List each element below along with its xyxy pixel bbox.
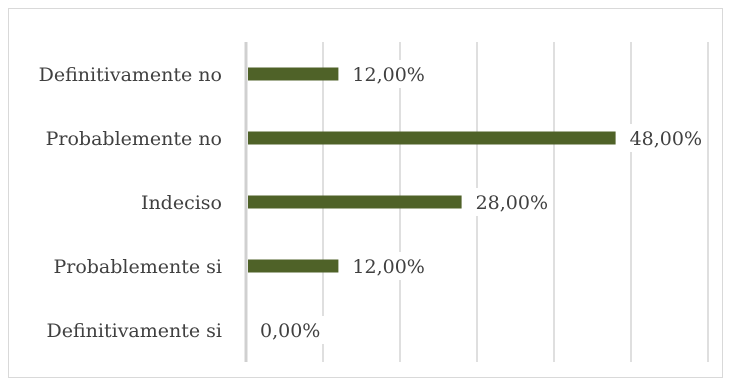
category-label: Probablemente no bbox=[46, 128, 222, 150]
data-label: 12,00% bbox=[352, 256, 424, 278]
data-label-backdrop bbox=[348, 252, 429, 280]
bar bbox=[248, 131, 616, 145]
data-label-backdrop bbox=[471, 188, 552, 216]
data-label-backdrop bbox=[625, 124, 706, 152]
category-label: Indeciso bbox=[141, 192, 222, 214]
category-label: Definitivamente si bbox=[47, 320, 222, 342]
data-label-backdrop bbox=[256, 316, 336, 344]
bar bbox=[248, 195, 462, 209]
category-label: Probablemente si bbox=[53, 256, 222, 278]
data-label: 48,00% bbox=[630, 128, 702, 150]
data-label: 28,00% bbox=[476, 192, 548, 214]
data-label-backdrop bbox=[348, 60, 429, 88]
bar bbox=[248, 259, 339, 273]
category-label: Definitivamente no bbox=[39, 64, 222, 86]
data-label: 12,00% bbox=[352, 64, 424, 86]
data-label: 0,00% bbox=[260, 320, 320, 342]
bar bbox=[248, 67, 339, 81]
